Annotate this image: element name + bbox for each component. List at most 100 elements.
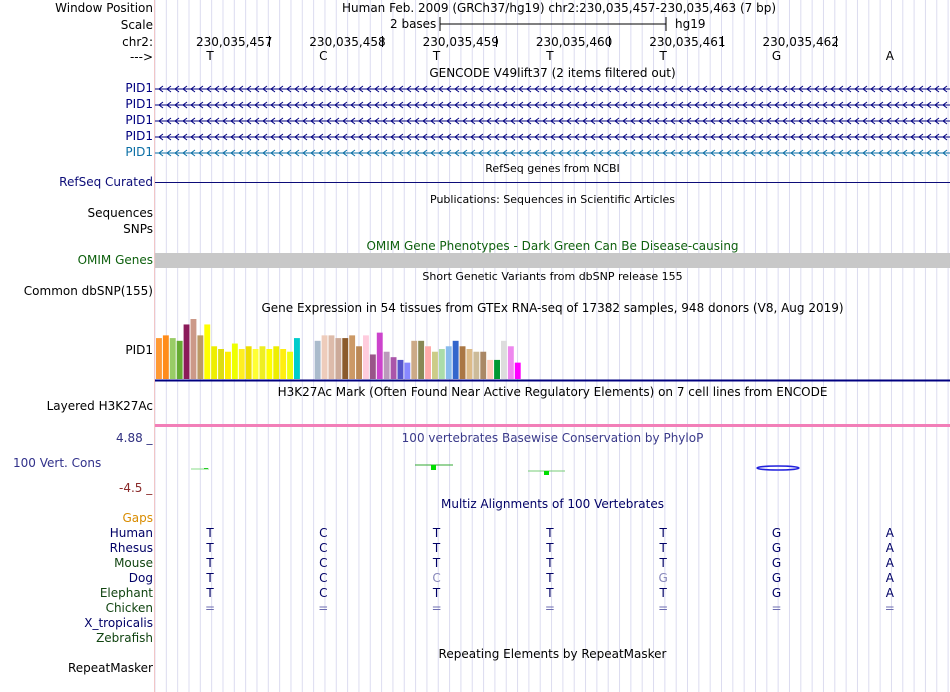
strand-arrow — [510, 101, 516, 109]
conservation-track-title[interactable]: 100 vertebrates Basewise Conservation by… — [401, 431, 704, 445]
species-label[interactable]: Chicken — [105, 601, 153, 615]
strand-arrow — [342, 101, 348, 109]
strand-arrow — [566, 101, 572, 109]
strand-arrow — [318, 149, 324, 157]
strand-arrow — [926, 117, 932, 125]
h3k27ac-signal[interactable] — [155, 424, 950, 427]
strand-arrow — [718, 117, 724, 125]
strand-arrow — [174, 85, 180, 93]
strand-arrow — [710, 117, 716, 125]
publications-track-title[interactable]: Publications: Sequences in Scientific Ar… — [430, 193, 675, 206]
strand-arrow — [518, 133, 524, 141]
gencode-item-label[interactable]: PID1 — [125, 145, 153, 159]
strand-arrow — [422, 149, 428, 157]
strand-arrow — [862, 101, 868, 109]
h3k27ac-track-title[interactable]: H3K27Ac Mark (Often Found Near Active Re… — [277, 385, 828, 399]
strand-arrow — [638, 133, 644, 141]
strand-arrow — [910, 85, 916, 93]
strand-arrow — [662, 149, 668, 157]
h3k27ac-label[interactable]: Layered H3K27Ac — [46, 399, 153, 413]
strand-arrow — [278, 117, 284, 125]
snps-label[interactable]: SNPs — [123, 222, 153, 236]
gaps-label[interactable]: Gaps — [122, 511, 153, 525]
dbsnp-label[interactable]: Common dbSNP(155) — [23, 284, 153, 298]
strand-arrow — [470, 133, 476, 141]
strand-arrow — [766, 85, 772, 93]
aligned-base: G — [771, 586, 782, 600]
conservation-plot[interactable] — [155, 455, 950, 480]
refseq-gene-line[interactable] — [155, 182, 950, 183]
strand-arrow — [838, 133, 844, 141]
species-label[interactable]: X_tropicalis — [84, 616, 153, 630]
strand-arrow — [286, 85, 292, 93]
dbsnp-track-title[interactable]: Short Genetic Variants from dbSNP releas… — [422, 270, 683, 283]
strand-arrow — [470, 85, 476, 93]
gtex-bar — [466, 349, 473, 379]
species-label[interactable]: Mouse — [114, 556, 153, 570]
strand-arrow — [926, 149, 932, 157]
strand-arrow — [406, 85, 412, 93]
strand-arrow — [798, 85, 804, 93]
gtex-bar-chart[interactable] — [155, 315, 950, 383]
window-position-value[interactable]: Human Feb. 2009 (GRCh37/hg19) chr2:230,0… — [342, 1, 777, 15]
strand-arrow — [318, 85, 324, 93]
species-label[interactable]: Rhesus — [109, 541, 153, 555]
strand-arrow — [934, 149, 940, 157]
strand-arrow — [430, 149, 436, 157]
strand-arrow — [230, 101, 236, 109]
gencode-gene-body[interactable] — [155, 131, 950, 143]
gencode-item-label[interactable]: PID1 — [125, 81, 153, 95]
species-label[interactable]: Dog — [128, 571, 153, 585]
repeatmasker-label[interactable]: RepeatMasker — [67, 661, 153, 675]
strand-arrow — [830, 101, 836, 109]
species-label[interactable]: Human — [109, 526, 153, 540]
refseq-label[interactable]: RefSeq Curated — [59, 175, 153, 189]
gencode-item-label[interactable]: PID1 — [125, 97, 153, 111]
ruler-position: 230,035,462 — [762, 35, 839, 49]
species-label[interactable]: Zebrafish — [96, 631, 153, 645]
gencode-item-label[interactable]: PID1 — [125, 129, 153, 143]
gtex-bar — [356, 346, 362, 379]
gencode-gene-body[interactable] — [155, 115, 950, 127]
gencode-gene-body[interactable] — [155, 99, 950, 111]
strand-arrow — [446, 101, 452, 109]
repeatmasker-track-title[interactable]: Repeating Elements by RepeatMasker — [438, 647, 667, 661]
conservation-label[interactable]: 100 Vert. Cons — [13, 456, 102, 470]
strand-arrow — [262, 149, 268, 157]
strand-arrow — [342, 85, 348, 93]
aligned-base: G — [771, 556, 782, 570]
sequences-label[interactable]: Sequences — [87, 206, 153, 220]
omim-track-title[interactable]: OMIM Gene Phenotypes - Dark Green Can Be… — [366, 239, 739, 253]
ruler-tick — [835, 36, 837, 47]
refseq-track-title[interactable]: RefSeq genes from NCBI — [485, 162, 620, 175]
strand-arrow — [278, 101, 284, 109]
strand-arrow — [550, 85, 556, 93]
omim-label[interactable]: OMIM Genes — [77, 253, 153, 267]
gtex-bar — [259, 346, 266, 379]
species-label[interactable]: Elephant — [99, 586, 153, 600]
omim-feature-bar[interactable] — [155, 253, 950, 268]
multiz-track-title[interactable]: Multiz Alignments of 100 Vertebrates — [440, 497, 665, 511]
strand-arrow — [598, 133, 604, 141]
strand-arrow — [718, 149, 724, 157]
strand-arrow — [694, 133, 700, 141]
strand-arrow — [278, 85, 284, 93]
strand-arrow — [670, 85, 676, 93]
strand-arrow — [198, 133, 204, 141]
gencode-gene-body[interactable] — [155, 147, 950, 159]
strand-arrow — [390, 149, 396, 157]
strand-arrow — [806, 149, 812, 157]
strand-arrow — [662, 117, 668, 125]
gtex-track-title[interactable]: Gene Expression in 54 tissues from GTEx … — [261, 301, 844, 315]
strand-arrow — [526, 149, 532, 157]
strand-arrow — [182, 101, 188, 109]
strand-arrow — [278, 133, 284, 141]
aligned-base: C — [432, 571, 441, 585]
gencode-item-label[interactable]: PID1 — [125, 113, 153, 127]
gencode-track-title[interactable]: GENCODE V49lift37 (2 items filtered out) — [429, 66, 676, 80]
strand-arrow — [622, 149, 628, 157]
strand-arrow — [334, 85, 340, 93]
gtex-label[interactable]: PID1 — [125, 343, 153, 357]
strand-arrow — [878, 85, 884, 93]
gencode-gene-body[interactable] — [155, 83, 950, 95]
